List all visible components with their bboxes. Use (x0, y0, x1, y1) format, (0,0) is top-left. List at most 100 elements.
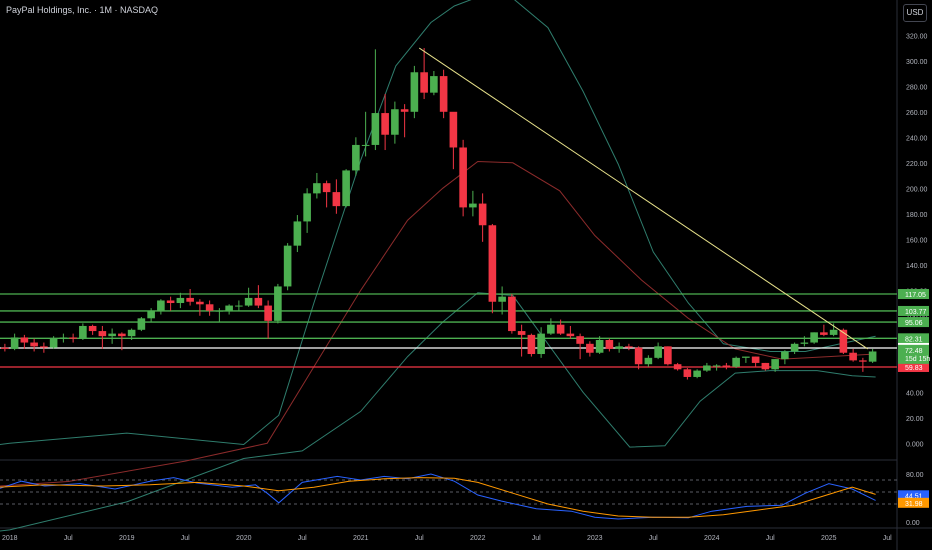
x-tick-label: Jul (649, 535, 658, 542)
candle-body (244, 297, 253, 306)
candle-body (186, 297, 194, 302)
y-tick-label: 40.00 (906, 390, 924, 397)
candle-body (556, 324, 565, 334)
candle-body (478, 203, 487, 226)
candle-body (673, 364, 682, 370)
candle-body (391, 109, 399, 135)
x-tick-label: Jul (532, 535, 541, 542)
candle-body (508, 296, 516, 332)
x-tick-label: 2022 (470, 535, 486, 542)
x-tick-label: Jul (64, 535, 73, 542)
level-tag (898, 361, 929, 372)
candle-body (313, 183, 321, 194)
y-tick-label: 300.00 (906, 59, 928, 66)
candle-body (634, 347, 643, 365)
bollinger-lower-line (0, 292, 876, 532)
candle-body (264, 305, 272, 321)
level-tag (898, 305, 929, 316)
y-tick-label: 160.00 (906, 237, 928, 244)
chart-title: PayPal Holdings, Inc. · 1M · NASDAQ (6, 5, 159, 15)
candle-body (615, 346, 623, 349)
candle-body (59, 337, 68, 339)
candle-body (332, 192, 341, 207)
y-tick-label: 0.000 (906, 441, 924, 448)
current-price-tag (898, 344, 929, 364)
candle-body (215, 310, 224, 312)
candle-body (293, 221, 302, 246)
candle-body (322, 183, 331, 193)
x-tick-label: 2019 (119, 535, 135, 542)
x-tick-label: 2021 (353, 535, 369, 542)
y-tick-label: 200.00 (906, 186, 928, 193)
bollinger-basis-line (0, 160, 876, 487)
rsi-ma-line (0, 477, 876, 518)
trendline-layer (418, 47, 869, 350)
candle-body (469, 203, 477, 208)
candle-body (381, 113, 389, 135)
candle-body (235, 305, 243, 307)
trendline (418, 47, 869, 350)
x-tick-label: Jul (181, 535, 190, 542)
candle-body (537, 333, 545, 355)
level-tag (898, 317, 929, 328)
candle-body (283, 245, 292, 287)
x-tick-label: Jul (298, 535, 307, 542)
candle-body (664, 346, 672, 365)
candle-body (342, 170, 350, 207)
candle-body (751, 356, 760, 363)
current-price-label: 72.48 (905, 348, 923, 355)
candle-body (498, 296, 506, 302)
candle-body (732, 357, 740, 367)
currency-button[interactable]: USD (903, 4, 927, 22)
candle-body (420, 72, 428, 93)
candle-body (205, 304, 214, 311)
candle-body (868, 351, 877, 362)
candle-body (352, 144, 360, 171)
candle-body (771, 359, 779, 370)
time-axis[interactable]: 2018 Jul 2019 Jul 2020 Jul 2021 Jul 2022 Jul 2023 J… (2, 535, 892, 542)
price-axis[interactable]: 0.00020.0040.0060.0080.00100.00120.00140… (906, 33, 928, 448)
candle-body (683, 369, 692, 377)
level-tag-label: 117.05 (905, 292, 926, 299)
candle-body (712, 365, 721, 367)
y-tick-label: 140.00 (906, 263, 928, 270)
candle-body (829, 329, 838, 335)
x-tick-label: 2024 (704, 535, 720, 542)
candle-body (625, 346, 633, 348)
candle-body (517, 331, 526, 335)
candle-body (605, 339, 614, 349)
candle-body (839, 329, 848, 353)
candle-body (849, 352, 857, 361)
candle-body (527, 334, 536, 355)
candle-body (595, 339, 604, 353)
x-tick-label: 2018 (2, 535, 18, 542)
candle-body (176, 297, 185, 304)
candle-body (118, 333, 126, 337)
bollinger-bands (0, 0, 876, 532)
candle-body (859, 360, 867, 362)
candle-body (400, 109, 409, 112)
level-tag-label: 103.77 (905, 309, 927, 316)
x-tick-label: 2023 (587, 535, 603, 542)
candle-body (40, 346, 48, 348)
candle-body (566, 333, 575, 337)
y-tick-label: 20.00 (906, 416, 924, 423)
candle-body (166, 300, 175, 304)
candle-body (761, 362, 770, 370)
bollinger-upper-line (0, 0, 876, 446)
candle-body (10, 337, 19, 349)
candle-body (449, 111, 458, 148)
level-tag (898, 333, 929, 344)
candle-body (781, 351, 789, 360)
candle-body (742, 356, 750, 358)
candle-body (810, 332, 818, 343)
x-tick-label: 2025 (821, 535, 837, 542)
candle-body (274, 286, 282, 321)
candle-body (654, 346, 662, 358)
candle-body (137, 318, 146, 330)
candles (1, 48, 877, 380)
level-tag-label: 95.06 (905, 320, 923, 327)
candle-body (79, 325, 87, 339)
